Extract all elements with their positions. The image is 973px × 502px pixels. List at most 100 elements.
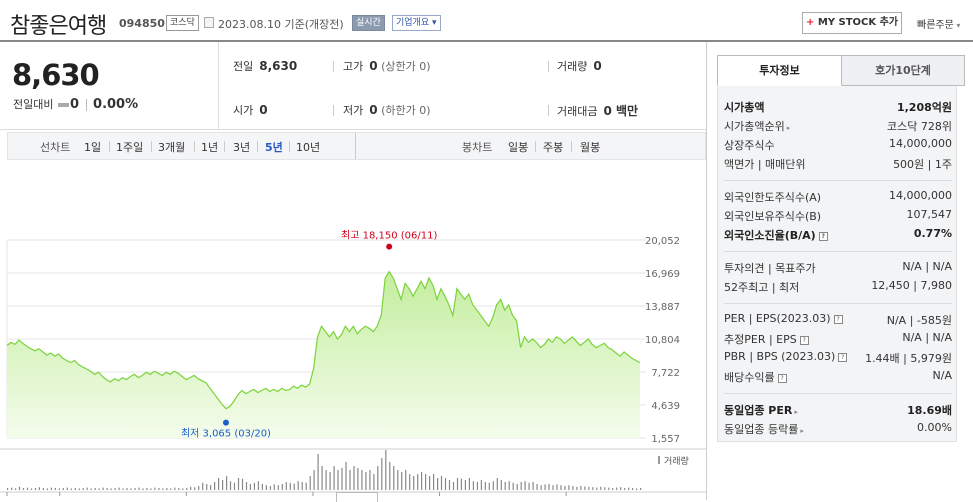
help-icon[interactable]: ? xyxy=(799,335,809,345)
calendar-icon xyxy=(204,17,214,28)
help-icon[interactable]: ? xyxy=(777,373,787,383)
help-icon[interactable]: ? xyxy=(818,231,828,241)
y-tick-label: 4,639 xyxy=(651,401,680,412)
volume-bar xyxy=(154,487,156,490)
y-axis: 20,052 16,969 13,887 10,804 7,722 4,639 1,557 xyxy=(645,236,680,445)
volume-bar xyxy=(437,478,439,490)
volume-bar xyxy=(349,470,351,490)
volume-bar xyxy=(385,450,387,490)
stat-label: 시가 xyxy=(233,104,254,117)
volume-bar xyxy=(82,488,84,490)
volume-bar xyxy=(265,485,267,490)
tab-order-book[interactable]: 호가10단계 xyxy=(842,55,965,86)
candle-weekly[interactable]: 주봉 xyxy=(543,141,564,154)
volume-bar xyxy=(146,488,148,490)
divider xyxy=(535,141,536,152)
volume-bar xyxy=(194,487,196,490)
volume-bar xyxy=(74,488,76,490)
volume-bar xyxy=(616,487,618,490)
chart-expand-handle[interactable] xyxy=(336,492,378,502)
volume-bar xyxy=(249,484,251,490)
volume-bar xyxy=(70,488,72,490)
volume-bar xyxy=(277,485,279,490)
volume-bar xyxy=(170,488,172,490)
candle-daily[interactable]: 일봉 xyxy=(508,141,529,154)
quote-panel: 8,630 전일대비 0 0.00% 전일 8,630 고가 0 (상한가 0) 거… xyxy=(0,42,706,500)
volume-bar xyxy=(456,478,459,490)
candle-monthly[interactable]: 월봉 xyxy=(580,141,601,154)
volume-bar xyxy=(504,482,506,490)
period-1y[interactable]: 1년 xyxy=(201,141,219,154)
stat-label: 고가 xyxy=(343,60,364,73)
period-3m[interactable]: 3개월 xyxy=(158,141,186,154)
volume-bar xyxy=(564,486,566,490)
row-value: 1.44배 | 5,979원 xyxy=(865,352,952,365)
chevron-down-icon: ▾ xyxy=(953,21,961,30)
volume-bar xyxy=(233,482,236,490)
company-info-dropdown[interactable]: 기업개요 ▾ xyxy=(392,15,441,31)
plus-icon: + xyxy=(805,17,815,28)
volume-bar xyxy=(540,485,542,490)
volume-bar xyxy=(273,484,275,490)
volume-bar xyxy=(556,484,558,490)
row-value: N/A xyxy=(932,369,952,382)
divider xyxy=(85,99,87,111)
volume-bar xyxy=(357,468,359,490)
row-label: 동일업종 등락률 xyxy=(724,423,799,436)
volume-bar xyxy=(313,470,315,490)
volume-bar xyxy=(18,486,21,490)
row-value: 18.69배 xyxy=(907,404,952,417)
volume-bar xyxy=(214,482,216,490)
volume-bar xyxy=(245,482,248,490)
line-chart-label: 선차트 xyxy=(40,141,71,154)
volume-bar xyxy=(592,487,594,490)
y-tick-label: 1,557 xyxy=(651,434,680,445)
volume-bar xyxy=(142,488,144,490)
volume-bar xyxy=(46,488,48,490)
period-5y[interactable]: 5년 xyxy=(265,141,283,154)
volume-bar xyxy=(301,482,303,490)
row-label: PBR | BPS (2023.03) xyxy=(724,350,836,363)
y-tick-label: 7,722 xyxy=(651,368,680,379)
volume-bar xyxy=(78,488,80,490)
volume-bar xyxy=(186,488,188,490)
chevron-right-icon: ▸ xyxy=(800,427,804,435)
divider xyxy=(109,141,110,152)
help-icon[interactable]: ? xyxy=(833,314,843,324)
invest-info-table: 시가총액 1,208억원 시가총액순위 ▸ 코스닥 728위 상장주식수 14,000,… xyxy=(717,86,957,442)
help-icon[interactable]: ? xyxy=(838,352,848,362)
row-label: 외국인소진율(B/A) xyxy=(724,229,816,242)
volume-bar xyxy=(409,474,411,490)
volume-bar xyxy=(86,487,88,490)
price-chart[interactable]: 20,05216,96913,88710,8047,7224,6391,557 … xyxy=(0,190,706,500)
price-stats: 전일 8,630 고가 0 (상한가 0) 거래량 0 시가 0 저가 0 (하한가 0)… xyxy=(219,42,706,130)
volume-bar xyxy=(118,487,120,490)
period-10y[interactable]: 10년 xyxy=(296,141,321,154)
volume-bar xyxy=(11,487,13,490)
volume-bar xyxy=(126,488,128,490)
row-label: 투자의견 | 목표주가 xyxy=(724,262,816,275)
divider xyxy=(333,105,334,116)
divider xyxy=(548,105,549,116)
period-1w[interactable]: 1주일 xyxy=(116,141,144,154)
period-3y[interactable]: 3년 xyxy=(233,141,251,154)
period-1d[interactable]: 1일 xyxy=(84,141,102,154)
volume-bar xyxy=(600,486,602,490)
stat-amount: 거래대금 0 백만 xyxy=(557,102,638,119)
volume-bar xyxy=(253,482,255,490)
my-stock-add-button[interactable]: + MY STOCK 추가 xyxy=(802,12,902,34)
stat-sub: (상한가 0) xyxy=(381,60,431,73)
volume-bar xyxy=(206,484,208,490)
reference-date: 2023.08.10 기준(개장전) xyxy=(218,18,344,31)
volume-bar xyxy=(572,486,574,490)
change-label: 전일대비 xyxy=(13,98,54,111)
volume-bar xyxy=(229,481,232,490)
volume-bar xyxy=(174,487,176,490)
volume-bar xyxy=(433,474,435,490)
chevron-down-icon: ▾ xyxy=(429,18,437,28)
tab-invest-info[interactable]: 투자정보 xyxy=(717,55,842,86)
quick-order-dropdown[interactable]: 빠른주문 ▾ xyxy=(917,16,960,31)
stat-value: 0 xyxy=(593,59,602,73)
realtime-button[interactable]: 실시간 xyxy=(352,15,385,31)
my-stock-label: MY STOCK 추가 xyxy=(817,17,899,28)
